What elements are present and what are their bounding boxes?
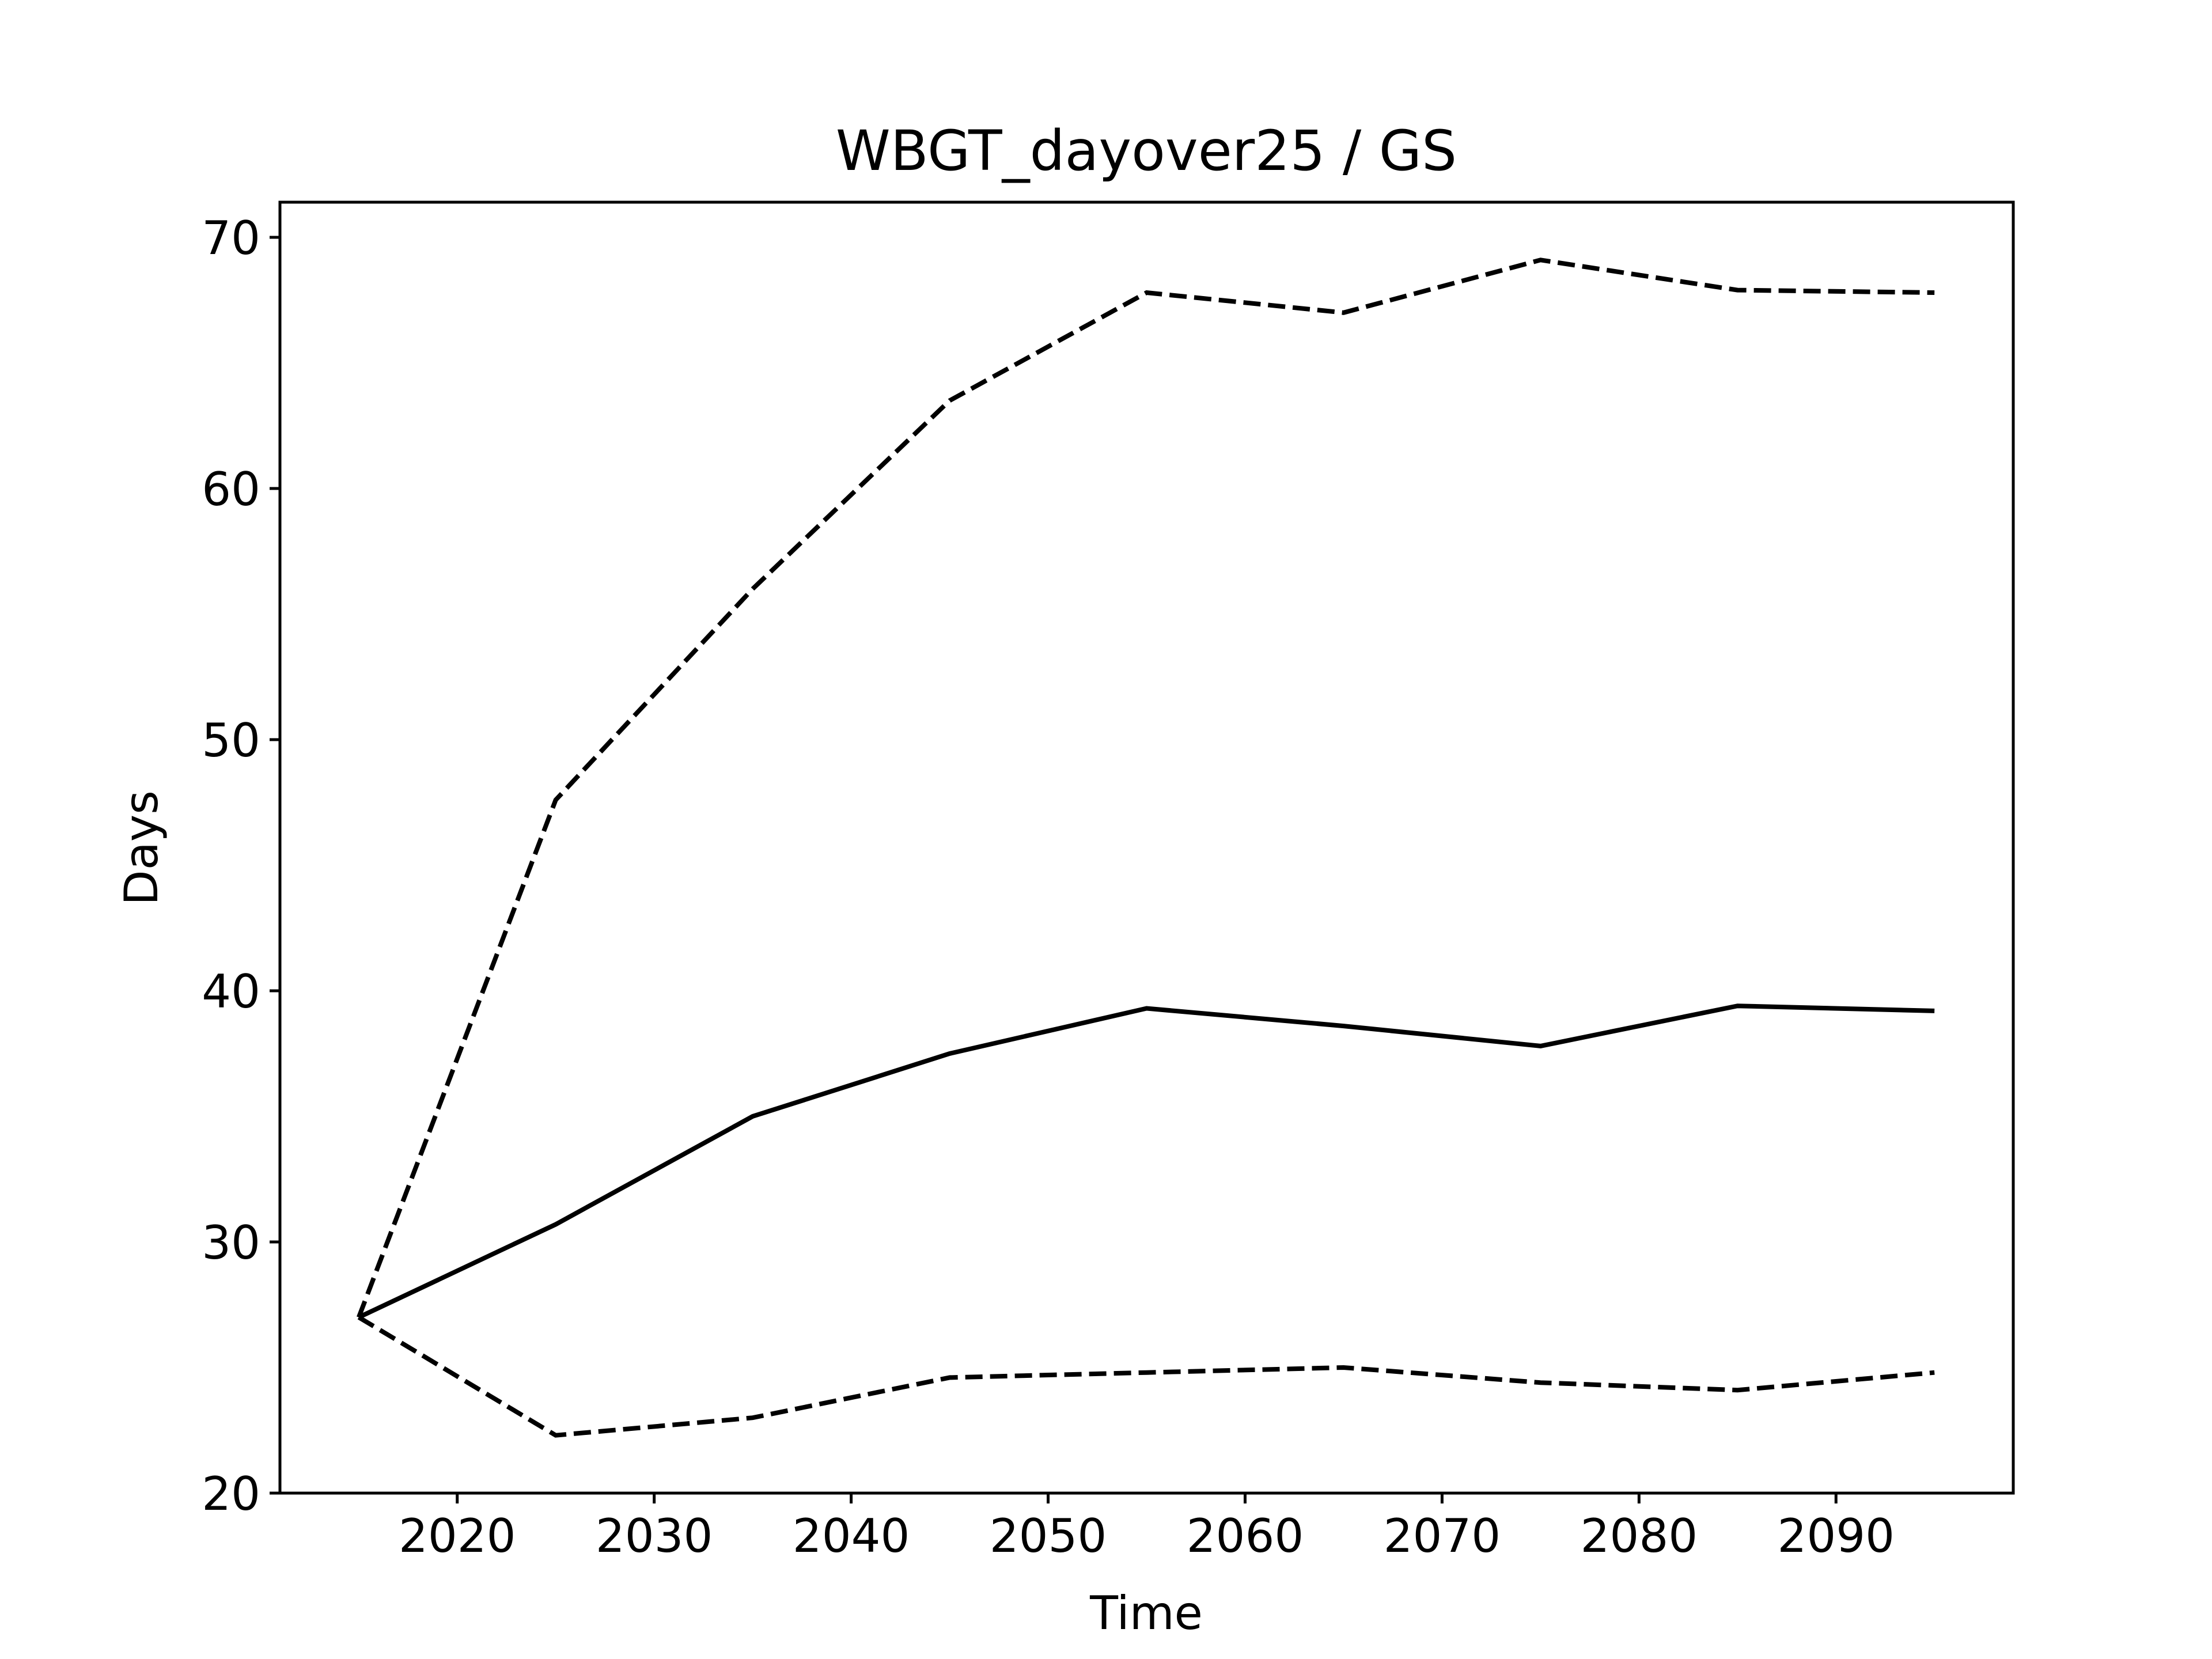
series-line-2 — [358, 1003, 1935, 1320]
series-line-3 — [357, 1315, 1935, 1438]
x-tick-label: 2030 — [596, 1509, 713, 1563]
x-tick-label: 2080 — [1581, 1509, 1698, 1563]
x-axis-label: Time — [1089, 1586, 1203, 1640]
x-tick-label: 2090 — [1777, 1509, 1895, 1563]
x-tick-label: 2020 — [399, 1509, 516, 1563]
x-tick-label: 2070 — [1384, 1509, 1501, 1563]
y-tick-label: 20 — [202, 1467, 260, 1521]
y-axis-label: Days — [115, 790, 168, 906]
plot-area — [357, 257, 1935, 1438]
y-tick-label: 50 — [202, 714, 260, 767]
y-tick-label: 70 — [202, 211, 260, 265]
x-axis: 2020 2030 2040 2050 2060 2070 2080 2090 — [399, 1493, 1895, 1563]
x-tick-label: 2040 — [793, 1509, 910, 1563]
x-tick-label: 2050 — [990, 1509, 1107, 1563]
plot-frame — [278, 200, 2015, 1495]
x-tick-label: 2060 — [1187, 1509, 1304, 1563]
series-line-1 — [357, 257, 1935, 1319]
y-axis: 20 30 40 50 60 70 — [202, 211, 280, 1521]
y-tick-label: 40 — [202, 965, 260, 1018]
y-tick-label: 60 — [202, 463, 260, 516]
chart-title: WBGT_dayover25 / GS — [836, 119, 1457, 183]
y-tick-label: 30 — [202, 1216, 260, 1270]
